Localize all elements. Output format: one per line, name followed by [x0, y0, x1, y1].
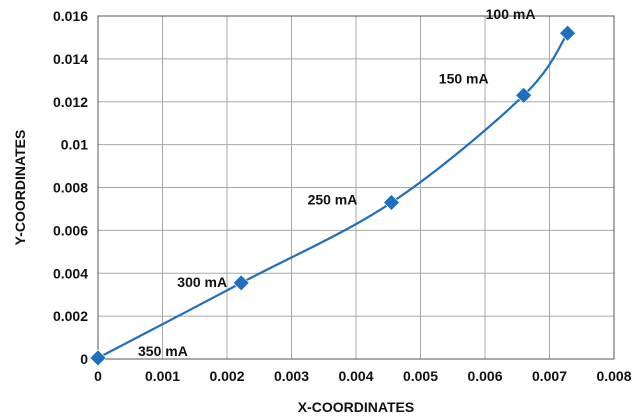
data-point-label: 250 mA — [308, 192, 358, 208]
x-axis-title: X-COORDINATES — [298, 399, 414, 415]
y-tick-label: 0.016 — [53, 8, 88, 24]
x-axis-ticks: 0 0.001 0.002 0.003 0.004 0.005 0.006 0.007 0.00… — [94, 368, 632, 384]
y-tick-label: 0.008 — [53, 180, 88, 196]
y-tick-label: 0 — [80, 351, 88, 367]
data-point-marker — [383, 194, 400, 211]
data-markers — [89, 24, 576, 367]
y-axis-ticks: 0 0.002 0.004 0.006 0.008 0.01 0.012 0.014 0.016 — [53, 8, 88, 367]
data-point-marker — [515, 86, 533, 104]
y-tick-label: 0.004 — [53, 265, 88, 281]
plot-area — [97, 15, 615, 360]
x-tick-label: 0.004 — [338, 368, 373, 384]
x-tick-label: 0.007 — [532, 368, 567, 384]
y-tick-label: 0.006 — [53, 222, 88, 238]
x-tick-label: 0.005 — [403, 368, 438, 384]
x-tick-label: 0 — [94, 368, 102, 384]
data-labels: 350 mA 300 mA 250 mA 150 mA 100 mA — [138, 6, 535, 359]
y-tick-label: 0.014 — [53, 51, 88, 67]
x-tick-label: 0.001 — [145, 368, 180, 384]
y-tick-label: 0.002 — [53, 308, 88, 324]
x-tick-label: 0.006 — [467, 368, 502, 384]
data-point-marker — [232, 274, 250, 292]
data-point-label: 350 mA — [138, 343, 188, 359]
data-point-marker — [559, 24, 576, 42]
y-axis-title: Y-COORDINATES — [12, 130, 28, 246]
x-tick-label: 0.008 — [596, 368, 631, 384]
x-tick-label: 0.002 — [209, 368, 244, 384]
data-point-marker — [89, 349, 107, 367]
x-tick-label: 0.003 — [274, 368, 309, 384]
data-point-label: 300 mA — [177, 274, 227, 290]
grid — [97, 15, 615, 360]
data-point-label: 100 mA — [486, 6, 536, 22]
y-tick-label: 0.01 — [61, 137, 88, 153]
y-tick-label: 0.012 — [53, 94, 88, 110]
data-point-label: 150 mA — [439, 70, 489, 86]
